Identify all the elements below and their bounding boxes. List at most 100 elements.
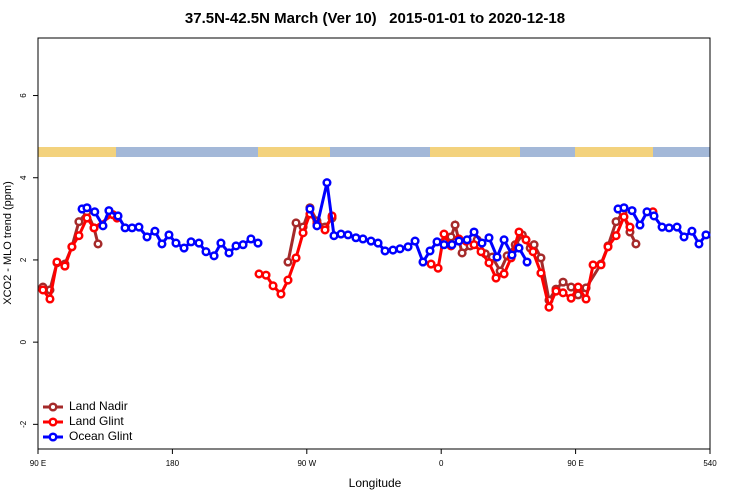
data-point	[454, 236, 464, 246]
data-point	[631, 239, 641, 249]
data-point	[253, 238, 263, 248]
data-point	[127, 223, 137, 233]
data-point	[343, 230, 353, 240]
data-point	[373, 238, 383, 248]
data-point	[499, 235, 509, 245]
x-tick-label: 540	[703, 459, 717, 468]
x-tick-label: 90 E	[567, 459, 583, 468]
data-point	[596, 260, 606, 270]
data-point	[120, 223, 130, 233]
data-point	[82, 203, 92, 213]
data-point	[320, 225, 330, 235]
data-point	[672, 222, 682, 232]
data-point	[329, 231, 339, 241]
data-point	[551, 286, 561, 296]
data-point	[536, 268, 546, 278]
legend-marker	[48, 417, 58, 427]
data-point	[469, 227, 479, 237]
data-point	[194, 238, 204, 248]
data-point	[433, 263, 443, 273]
plot-frame	[37, 37, 711, 450]
y-tick-label: 6	[19, 93, 28, 98]
legend-label: Land Nadir	[69, 399, 128, 413]
data-point	[291, 218, 301, 228]
data-point	[619, 203, 629, 213]
data-point	[507, 250, 517, 260]
x-tick-label: 90 E	[30, 459, 46, 468]
data-point	[82, 213, 92, 223]
data-point	[90, 207, 100, 217]
data-point	[603, 242, 613, 252]
data-point	[134, 222, 144, 232]
data-point	[446, 232, 456, 242]
data-point	[113, 211, 123, 221]
data-point	[238, 240, 248, 250]
data-point	[566, 282, 576, 292]
data-point	[694, 239, 704, 249]
legend-label: Ocean Glint	[69, 429, 133, 443]
data-point	[418, 257, 428, 267]
y-axis-label: XCO2 - MLO trend (ppm)	[2, 181, 14, 304]
data-point	[499, 269, 509, 279]
data-point	[484, 258, 494, 268]
data-point	[216, 238, 226, 248]
data-point	[231, 241, 241, 251]
land-strip	[258, 147, 330, 157]
data-point	[74, 231, 84, 241]
data-point	[351, 233, 361, 243]
data-point	[366, 236, 376, 246]
legend-label: Land Glint	[69, 414, 124, 428]
map-strip	[38, 147, 710, 157]
data-point	[566, 293, 576, 303]
data-point	[410, 236, 420, 246]
legend-marker	[48, 402, 58, 412]
x-tick-label: 90 W	[297, 459, 316, 468]
data-point	[201, 247, 211, 257]
data-point	[164, 230, 174, 240]
y-tick-label: 4	[19, 175, 28, 180]
data-point	[447, 240, 457, 250]
data-point	[457, 248, 467, 258]
y-tick-label: 2	[19, 257, 28, 262]
data-point	[388, 245, 398, 255]
data-point	[150, 226, 160, 236]
data-point	[425, 246, 435, 256]
data-point	[492, 252, 502, 262]
data-point	[358, 234, 368, 244]
data-point	[439, 240, 449, 250]
data-point	[701, 230, 711, 240]
data-point	[558, 277, 568, 287]
data-point	[98, 221, 108, 231]
data-point	[426, 259, 436, 269]
data-point	[476, 247, 486, 257]
data-point	[305, 204, 315, 214]
data-point	[642, 207, 652, 217]
data-point	[298, 228, 308, 238]
data-point	[268, 281, 278, 291]
data-point	[209, 251, 219, 261]
data-point	[74, 217, 84, 227]
data-point	[395, 244, 405, 254]
data-point	[514, 243, 524, 253]
data-point	[60, 261, 70, 271]
chart-title: 37.5N-42.5N March (Ver 10) 2015-01-01 to…	[185, 10, 565, 27]
data-point	[157, 239, 167, 249]
data-point	[536, 253, 546, 263]
data-point	[649, 211, 659, 221]
data-point	[38, 285, 48, 295]
data-point	[403, 242, 413, 252]
data-point	[261, 270, 271, 280]
data-point	[619, 212, 629, 222]
data-point	[679, 232, 689, 242]
data-point	[45, 294, 55, 304]
x-axis-label: Longitude	[349, 476, 402, 490]
data-point	[439, 229, 449, 239]
data-point	[664, 223, 674, 233]
data-point	[89, 223, 99, 233]
data-point	[291, 253, 301, 263]
data-point	[627, 206, 637, 216]
y-tick-label: -2	[19, 420, 28, 428]
